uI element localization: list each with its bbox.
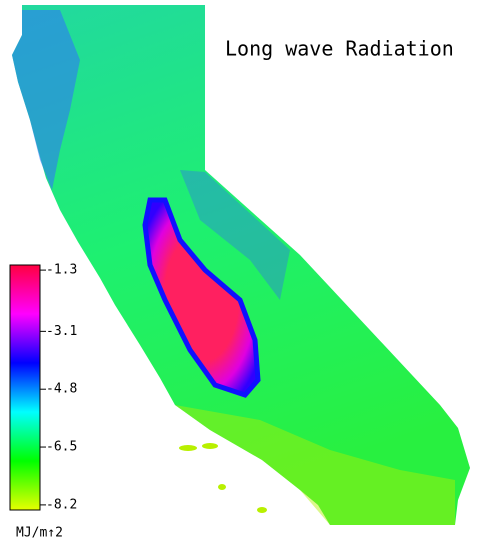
state-shape: [12, 5, 470, 525]
colorbar-tick-label: -4.8: [46, 382, 77, 397]
central-valley: [142, 197, 261, 398]
colorbar-unit: MJ/m↑2: [16, 526, 63, 541]
sierra-band: [180, 170, 290, 300]
coastal-band: [12, 10, 80, 190]
colorbar-tick-label: -3.1: [46, 324, 77, 339]
california-map: [12, 5, 470, 525]
colorbar: -1.3 -3.1 -4.8 -6.5 -8.2: [9, 263, 77, 512]
south-band: [175, 405, 455, 525]
channel-islands: [179, 443, 267, 513]
map-title: Long wave Radiation: [225, 37, 454, 61]
colorbar-tick-label: -8.2: [46, 497, 77, 512]
colorbar-tick-label: -1.3: [46, 263, 77, 278]
colorbar-scale: [9, 264, 41, 511]
colorbar-tick-label: -6.5: [46, 440, 77, 455]
